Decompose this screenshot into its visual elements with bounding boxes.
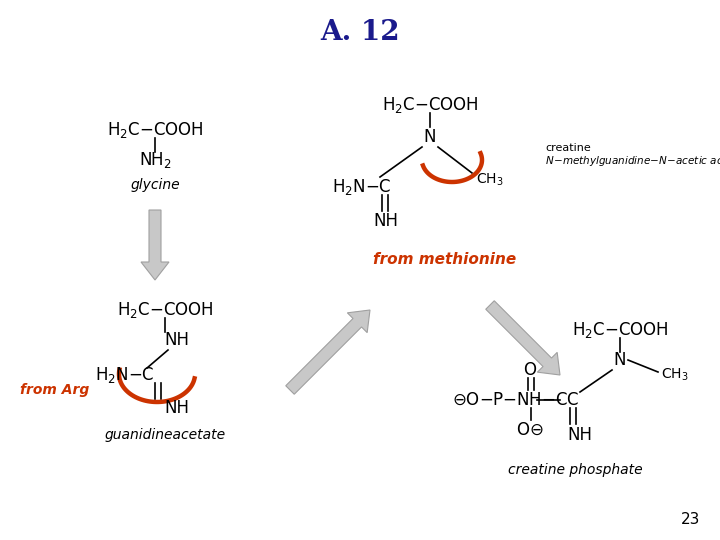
Text: creatine: creatine (545, 143, 590, 153)
Text: O$\ominus$: O$\ominus$ (516, 421, 544, 439)
Text: N: N (424, 128, 436, 146)
Text: CH$_3$: CH$_3$ (661, 367, 689, 383)
Text: NH$_2$: NH$_2$ (139, 150, 171, 170)
Text: $\ominus$O$-$P$-$NH$-$C: $\ominus$O$-$P$-$NH$-$C (452, 391, 568, 409)
Text: N: N (613, 351, 626, 369)
Text: glycine: glycine (130, 178, 180, 192)
Text: guanidineacetate: guanidineacetate (104, 428, 225, 442)
Text: H$_2$C$-$COOH: H$_2$C$-$COOH (117, 300, 213, 320)
Text: H$_2$C$-$COOH: H$_2$C$-$COOH (572, 320, 668, 340)
Text: NH: NH (164, 331, 189, 349)
Text: from methionine: from methionine (374, 253, 517, 267)
Text: H$_2$N$-$C: H$_2$N$-$C (95, 365, 155, 385)
Text: H$_2$N$-$C: H$_2$N$-$C (332, 177, 392, 197)
Text: creatine phosphate: creatine phosphate (508, 463, 642, 477)
FancyArrow shape (286, 310, 370, 394)
Text: H$_2$C$-$COOH: H$_2$C$-$COOH (382, 95, 478, 115)
Text: H$_2$C$-$COOH: H$_2$C$-$COOH (107, 120, 203, 140)
Text: O: O (523, 361, 536, 379)
Text: $N\!-\!$methylguanidine$-N\!-\!$acetic ac.: $N\!-\!$methylguanidine$-N\!-\!$acetic a… (545, 154, 720, 168)
Text: 23: 23 (680, 512, 700, 528)
Text: NH: NH (567, 426, 593, 444)
Text: NH: NH (164, 399, 189, 417)
Text: NH: NH (374, 212, 398, 230)
FancyArrow shape (486, 301, 560, 375)
Text: from Arg: from Arg (20, 383, 89, 397)
FancyArrow shape (141, 210, 169, 280)
Text: C: C (566, 391, 577, 409)
Text: A. 12: A. 12 (320, 18, 400, 45)
Text: CH$_3$: CH$_3$ (476, 172, 504, 188)
